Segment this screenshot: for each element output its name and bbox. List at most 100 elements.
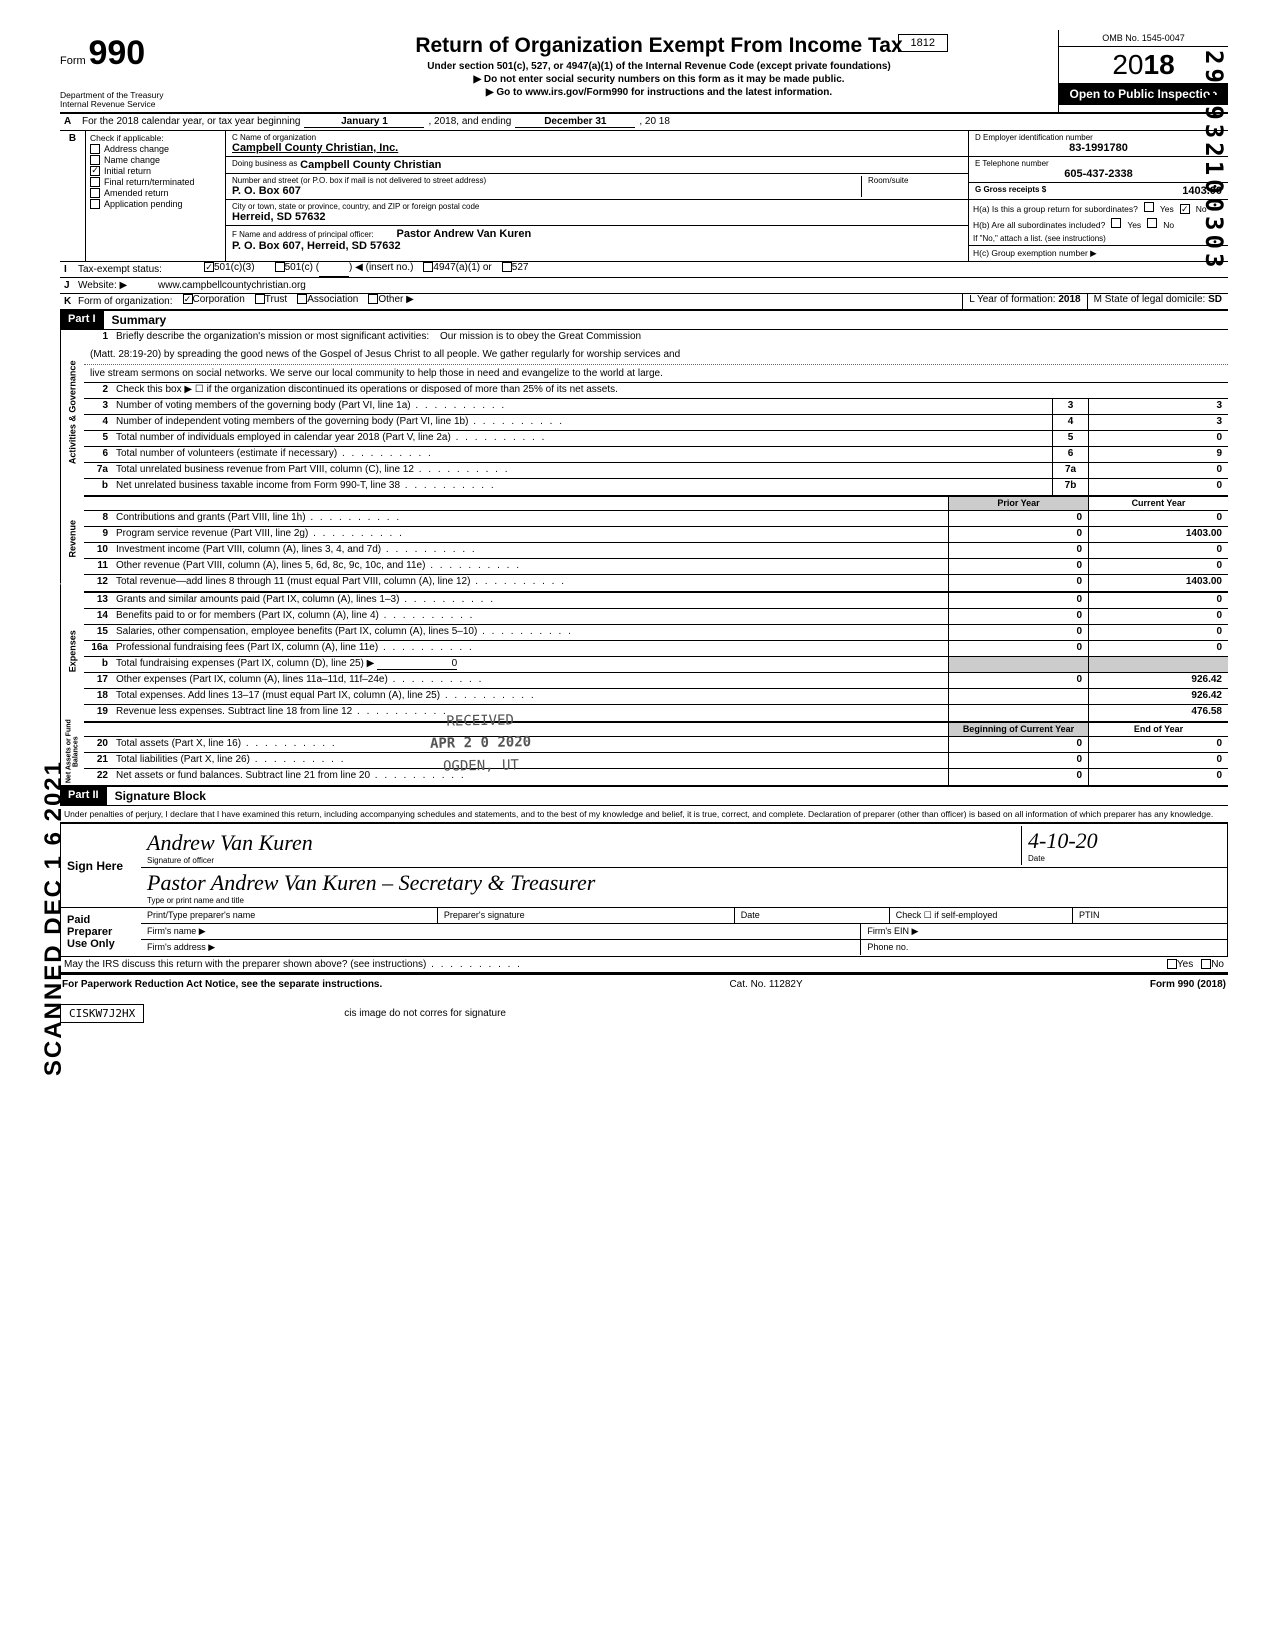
- form-number: 990: [88, 34, 145, 72]
- checkbox-501c3[interactable]: ✓: [204, 262, 214, 272]
- line-num: 2: [84, 383, 112, 398]
- row-i: I Tax-exempt status: ✓ 501(c)(3) 501(c) …: [60, 262, 1228, 278]
- signature-block: Sign Here Andrew Van Kuren Signature of …: [60, 823, 1228, 957]
- checkbox[interactable]: [90, 155, 100, 165]
- prior-value: 0: [948, 543, 1088, 558]
- current-value: 0: [1088, 543, 1228, 558]
- label: Room/suite: [868, 176, 962, 185]
- check-applicable[interactable]: Name change: [90, 155, 221, 165]
- checkbox-no[interactable]: [1201, 959, 1211, 969]
- gross-cell: G Gross receipts $ 1403.00: [969, 183, 1228, 200]
- city: Herreid, SD 57632: [232, 211, 962, 223]
- line-box: 3: [1052, 399, 1088, 414]
- line-value: 0: [1088, 463, 1228, 478]
- checkbox-corp[interactable]: ✓: [183, 294, 193, 304]
- summary-line: 11 Other revenue (Part VIII, column (A),…: [84, 559, 1228, 575]
- checkbox-501c[interactable]: [275, 262, 285, 272]
- label: E Telephone number: [975, 159, 1222, 168]
- current-value: 0: [1088, 559, 1228, 574]
- officer-cell: F Name and address of principal officer:…: [226, 226, 968, 254]
- label: J: [60, 278, 74, 293]
- current-value: 0: [1088, 737, 1228, 752]
- label: Type or print name and title: [147, 896, 1221, 905]
- summary-line: b Net unrelated business taxable income …: [84, 479, 1228, 495]
- bottom-code: CISKW7J2HX: [60, 1004, 144, 1023]
- line-text: Professional fundraising fees (Part IX, …: [112, 641, 948, 656]
- summary-line: 22 Net assets or fund balances. Subtract…: [84, 769, 1228, 785]
- cat-no: Cat. No. 11282Y: [729, 979, 802, 990]
- check-label: Final return/terminated: [104, 177, 195, 187]
- line-num: 3: [84, 399, 112, 414]
- checkbox[interactable]: [90, 188, 100, 198]
- current-value: 926.42: [1088, 689, 1228, 704]
- line-text: Total fundraising expenses (Part IX, col…: [112, 657, 948, 672]
- checkbox[interactable]: ✓: [1180, 204, 1190, 214]
- line-text: Benefits paid to or for members (Part IX…: [112, 609, 948, 624]
- checkbox-assoc[interactable]: [297, 294, 307, 304]
- label: Doing business as: [232, 159, 297, 171]
- summary-line: 19 Revenue less expenses. Subtract line …: [84, 705, 1228, 721]
- checkbox[interactable]: [1147, 218, 1157, 228]
- checkbox-other[interactable]: [368, 294, 378, 304]
- summary-line: 9 Program service revenue (Part VIII, li…: [84, 527, 1228, 543]
- form-label: Form: [60, 55, 86, 67]
- stamp-line: APR 2 0 2020: [430, 732, 532, 756]
- line-num: 11: [84, 559, 112, 574]
- checkbox[interactable]: [1111, 218, 1121, 228]
- prep-ptin: PTIN: [1073, 908, 1227, 923]
- mission-text: live stream sermons on social networks. …: [84, 365, 1228, 384]
- may-discuss-row: May the IRS discuss this return with the…: [60, 957, 1228, 973]
- officer-signature-line[interactable]: Andrew Van Kuren Signature of officer 4-…: [141, 824, 1227, 868]
- col-right: D Employer identification number 83-1991…: [968, 131, 1228, 262]
- form-subtitle: ▶ Go to www.irs.gov/Form990 for instruct…: [266, 86, 1052, 99]
- part-label: Part I: [60, 311, 104, 329]
- checkbox[interactable]: [90, 199, 100, 209]
- opt: 4947(a)(1) or: [433, 262, 491, 277]
- line-text: Total revenue—add lines 8 through 11 (mu…: [112, 575, 948, 591]
- summary-line: 6 Total number of volunteers (estimate i…: [84, 447, 1228, 463]
- signature-handwriting: Andrew Van Kuren: [147, 830, 1021, 856]
- label: I: [60, 262, 74, 277]
- firm-phone: Phone no.: [861, 940, 1227, 955]
- checkbox-527[interactable]: [502, 262, 512, 272]
- check-applicable[interactable]: Amended return: [90, 188, 221, 198]
- line-value: 3: [1088, 415, 1228, 430]
- check-label: Address change: [104, 144, 169, 154]
- prior-value: 0: [948, 753, 1088, 768]
- check-applicable[interactable]: Application pending: [90, 199, 221, 209]
- check-applicable[interactable]: Final return/terminated: [90, 177, 221, 187]
- sign-date: 4-10-20: [1028, 828, 1215, 854]
- checkbox[interactable]: [90, 177, 100, 187]
- opt: Yes: [1177, 959, 1193, 970]
- checkbox[interactable]: [90, 144, 100, 154]
- side-barcode-number: 294932100303: [1200, 50, 1228, 271]
- state-domicile: SD: [1208, 294, 1222, 305]
- line-text: Other expenses (Part IX, column (A), lin…: [112, 673, 948, 688]
- opt: Trust: [265, 294, 287, 309]
- dept-line: Internal Revenue Service: [60, 100, 254, 109]
- checkbox-yes[interactable]: [1167, 959, 1177, 969]
- line-value: 0: [1088, 479, 1228, 495]
- check-applicable[interactable]: ✓Initial return: [90, 166, 221, 176]
- line-num: b: [84, 657, 112, 672]
- checkbox-4947[interactable]: [423, 262, 433, 272]
- current-value: 0: [1088, 609, 1228, 624]
- check-label: Amended return: [104, 188, 169, 198]
- summary-line: 4 Number of independent voting members o…: [84, 415, 1228, 431]
- col-c-org: C Name of organization Campbell County C…: [226, 131, 968, 262]
- prior-value: 0: [948, 559, 1088, 574]
- col-current: Current Year: [1088, 497, 1228, 510]
- form-header: Form 990 Department of the Treasury Inte…: [60, 30, 1228, 114]
- line-num: 16a: [84, 641, 112, 656]
- checkbox[interactable]: [1144, 202, 1154, 212]
- checkbox-trust[interactable]: [255, 294, 265, 304]
- dba: Campbell County Christian: [300, 159, 441, 171]
- label: D Employer identification number: [975, 133, 1222, 142]
- col-b-checks: Check if applicable: Address changeName …: [86, 131, 226, 262]
- checkbox[interactable]: ✓: [90, 166, 100, 176]
- check-applicable[interactable]: Address change: [90, 144, 221, 154]
- org-name: Campbell County Christian, Inc.: [232, 142, 398, 154]
- summary-line: 8 Contributions and grants (Part VIII, l…: [84, 511, 1228, 527]
- line-box: 6: [1052, 447, 1088, 462]
- label: Signature of officer: [147, 856, 1021, 865]
